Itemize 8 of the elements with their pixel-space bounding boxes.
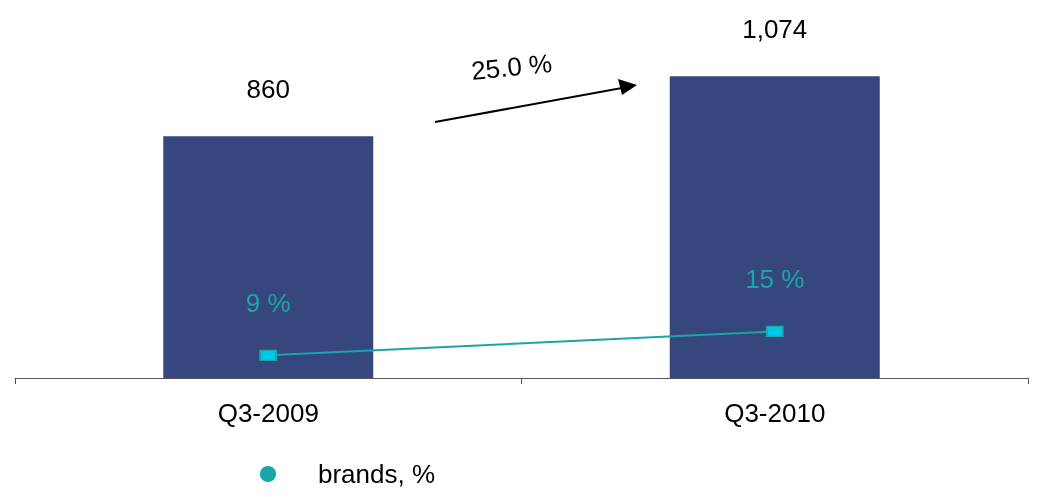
x-tick-label: Q3-2010 <box>724 398 826 428</box>
annotation: 25.0 % <box>469 48 554 86</box>
data-label: 860 <box>246 74 290 105</box>
data-label: 9 % <box>245 287 291 318</box>
x-tick-label: Q3-2009 <box>217 398 319 428</box>
data-label: 1,074 <box>742 14 808 45</box>
data-label: 15 % <box>745 263 805 294</box>
legend-label: brands, % <box>318 459 436 489</box>
